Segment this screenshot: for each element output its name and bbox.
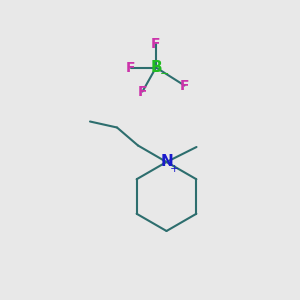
Text: N: N [160,154,173,169]
Text: F: F [180,79,189,92]
Text: F: F [138,85,147,98]
Text: B: B [150,60,162,75]
Text: F: F [126,61,135,74]
Text: −: − [160,68,170,79]
Text: F: F [151,37,161,50]
Text: +: + [170,164,180,174]
